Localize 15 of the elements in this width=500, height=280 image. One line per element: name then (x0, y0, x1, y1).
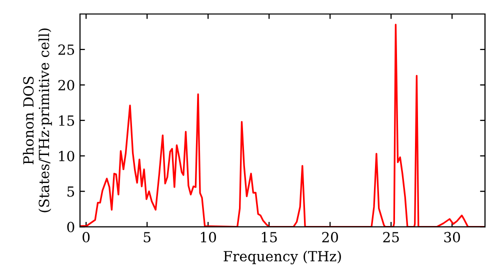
x-tick-label: 20 (322, 232, 338, 242)
y-tick-label: 5 (67, 186, 74, 197)
y-axis-title: Phonon DOS (States/THz·primitive cell) (22, 28, 52, 212)
y-tick-label: 10 (59, 150, 74, 162)
x-tick-label: 0 (82, 232, 90, 242)
y-tick-label: 20 (58, 80, 74, 90)
x-tick-label: 15 (262, 232, 277, 242)
y-tick-label: 0 (67, 222, 74, 232)
x-axis-title: Frequency (THz) (224, 250, 341, 264)
y-tick-label: 15 (59, 115, 74, 126)
x-tick-label: 25 (383, 232, 399, 242)
x-tick-label: 30 (444, 232, 460, 242)
y-tick-label: 25 (58, 44, 74, 55)
x-tick-label: 5 (144, 232, 150, 242)
x-tick-label: 10 (200, 232, 216, 242)
